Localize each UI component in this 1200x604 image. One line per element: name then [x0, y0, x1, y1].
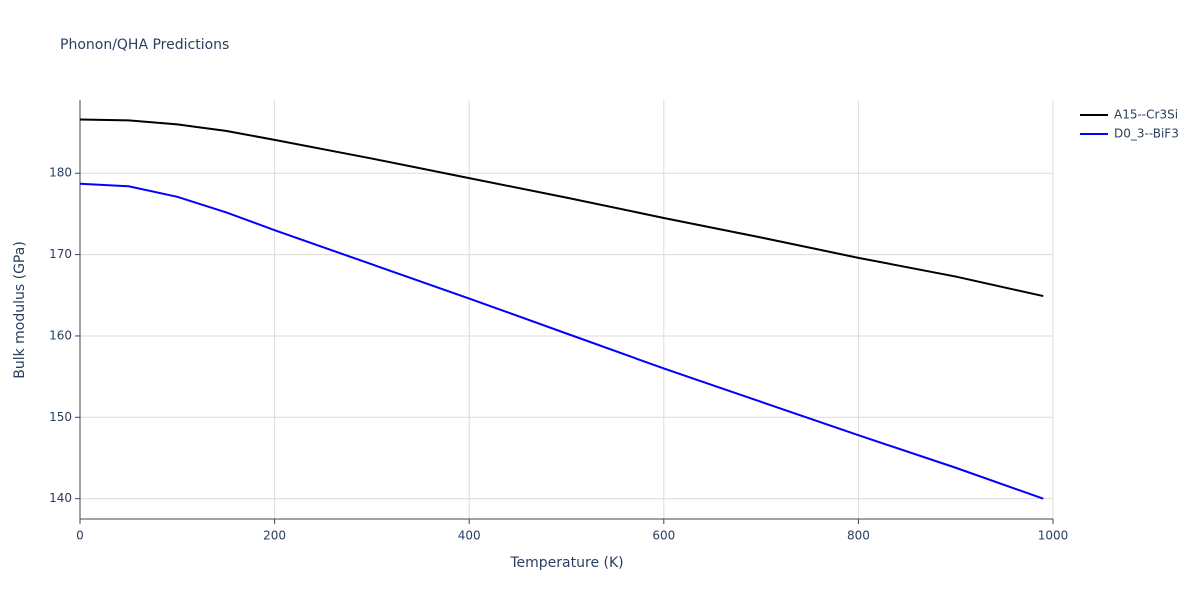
legend-label: D0_3--BiF3 [1114, 127, 1179, 141]
line-series [79, 118, 1044, 298]
legend-label: A15--Cr3Si [1114, 108, 1178, 122]
x-tick-label: 400 [458, 529, 481, 543]
y-tick-label: 180 [49, 166, 72, 180]
chart-title: Phonon/QHA Predictions [60, 37, 229, 53]
x-axis-label: Temperature (K) [509, 555, 623, 571]
line-series [79, 182, 1044, 500]
y-tick-label: 150 [49, 410, 72, 424]
y-tick-label: 140 [49, 491, 72, 505]
y-axis-label: Bulk modulus (GPa) [12, 241, 28, 379]
y-tick-label: 160 [49, 328, 72, 342]
y-tick-label: 170 [49, 247, 72, 261]
x-tick-label: 600 [652, 529, 675, 543]
x-tick-label: 0 [76, 529, 84, 543]
x-tick-label: 200 [263, 529, 286, 543]
x-tick-label: 1000 [1038, 529, 1069, 543]
x-tick-label: 800 [847, 529, 870, 543]
